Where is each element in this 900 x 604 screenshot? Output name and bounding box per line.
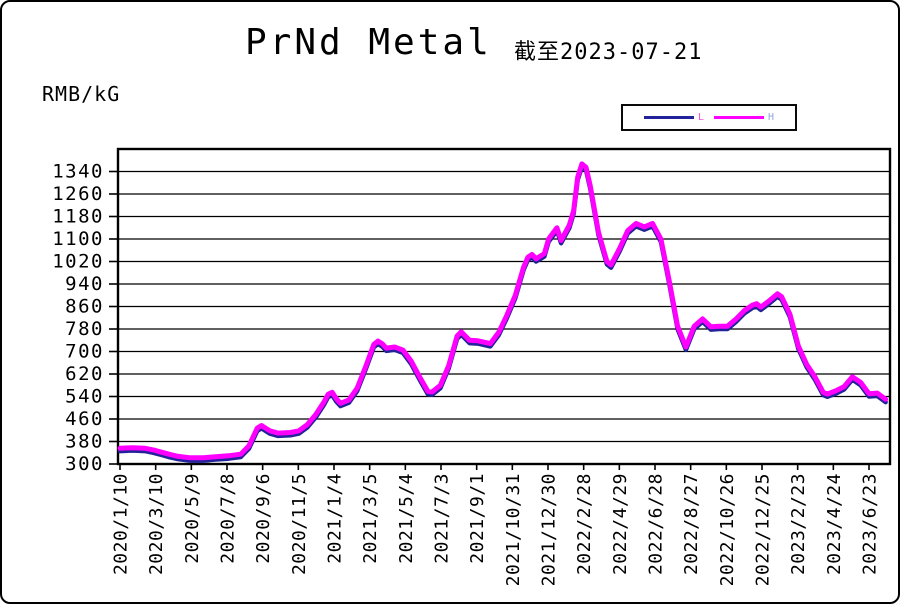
x-tick-label: 2022/8/27	[681, 473, 702, 575]
x-tick-label: 2023/4/24	[824, 473, 845, 575]
x-tick-label: 2021/7/3	[432, 473, 453, 564]
y-tick-label: 1100	[52, 228, 104, 250]
y-tick-label: 860	[65, 296, 104, 318]
series-line-l	[117, 164, 888, 463]
x-tick-label: 2021/1/4	[325, 473, 346, 564]
x-tick-label: 2022/10/26	[717, 473, 738, 586]
legend-line-h	[714, 116, 764, 119]
x-axis-labels: 2020/1/10 2020/3/10 2020/5/9 2020/7/8 2020/9…	[111, 473, 881, 586]
y-tick-label: 1180	[52, 206, 104, 228]
y-tick-label: 780	[65, 318, 104, 340]
x-tick-label: 2023/2/23	[788, 473, 809, 575]
y-tick-label: 1020	[52, 251, 104, 273]
x-tick-label: 2020/5/9	[182, 473, 203, 564]
y-tick-label: 1260	[52, 183, 104, 205]
y-axis-ticks	[109, 170, 118, 465]
y-tick-label: 460	[65, 408, 104, 430]
legend-label-h: H	[768, 111, 775, 123]
data-series	[117, 161, 889, 463]
legend-box: L H	[621, 104, 797, 131]
gridlines	[118, 170, 890, 443]
y-tick-label: 1340	[52, 161, 104, 183]
x-axis-ticks	[119, 464, 870, 470]
x-tick-label: 2020/3/10	[146, 473, 167, 575]
x-tick-label: 2021/10/31	[503, 473, 524, 586]
x-tick-label: 2022/2/28	[574, 473, 595, 575]
as-of-date-label: 截至2023-07-21	[514, 40, 703, 65]
x-tick-label: 2020/11/5	[289, 473, 310, 575]
y-tick-label: 380	[65, 431, 104, 453]
x-tick-label: 2021/12/30	[539, 473, 560, 586]
y-tick-label: 300	[65, 453, 104, 475]
x-tick-label: 2020/7/8	[218, 473, 239, 564]
chart-title: PrNd Metal	[245, 22, 492, 63]
x-tick-label: 2020/1/10	[111, 473, 132, 575]
y-tick-label: 700	[65, 341, 104, 363]
series-line-h	[117, 161, 889, 461]
y-tick-label: 940	[65, 273, 104, 295]
y-axis-labels: 1340126011801100102094086078070062054046…	[52, 161, 104, 476]
x-tick-label: 2022/12/25	[753, 473, 774, 586]
legend-label-l: L	[697, 111, 704, 123]
x-tick-label: 2021/5/4	[396, 473, 417, 564]
y-axis-unit-label: RMB/kG	[42, 82, 121, 106]
legend-item-l: L	[643, 111, 704, 123]
x-tick-label: 2021/3/5	[360, 473, 381, 564]
y-tick-label: 540	[65, 386, 104, 408]
x-tick-label: 2022/4/29	[610, 473, 631, 575]
x-tick-label: 2021/9/1	[467, 473, 488, 564]
x-tick-label: 2020/9/6	[253, 473, 274, 564]
legend-line-l	[643, 116, 694, 119]
x-tick-label: 2022/6/28	[646, 473, 667, 575]
x-tick-label: 2023/6/23	[860, 473, 881, 575]
legend-item-h: H	[714, 111, 775, 123]
y-tick-label: 620	[65, 363, 104, 385]
